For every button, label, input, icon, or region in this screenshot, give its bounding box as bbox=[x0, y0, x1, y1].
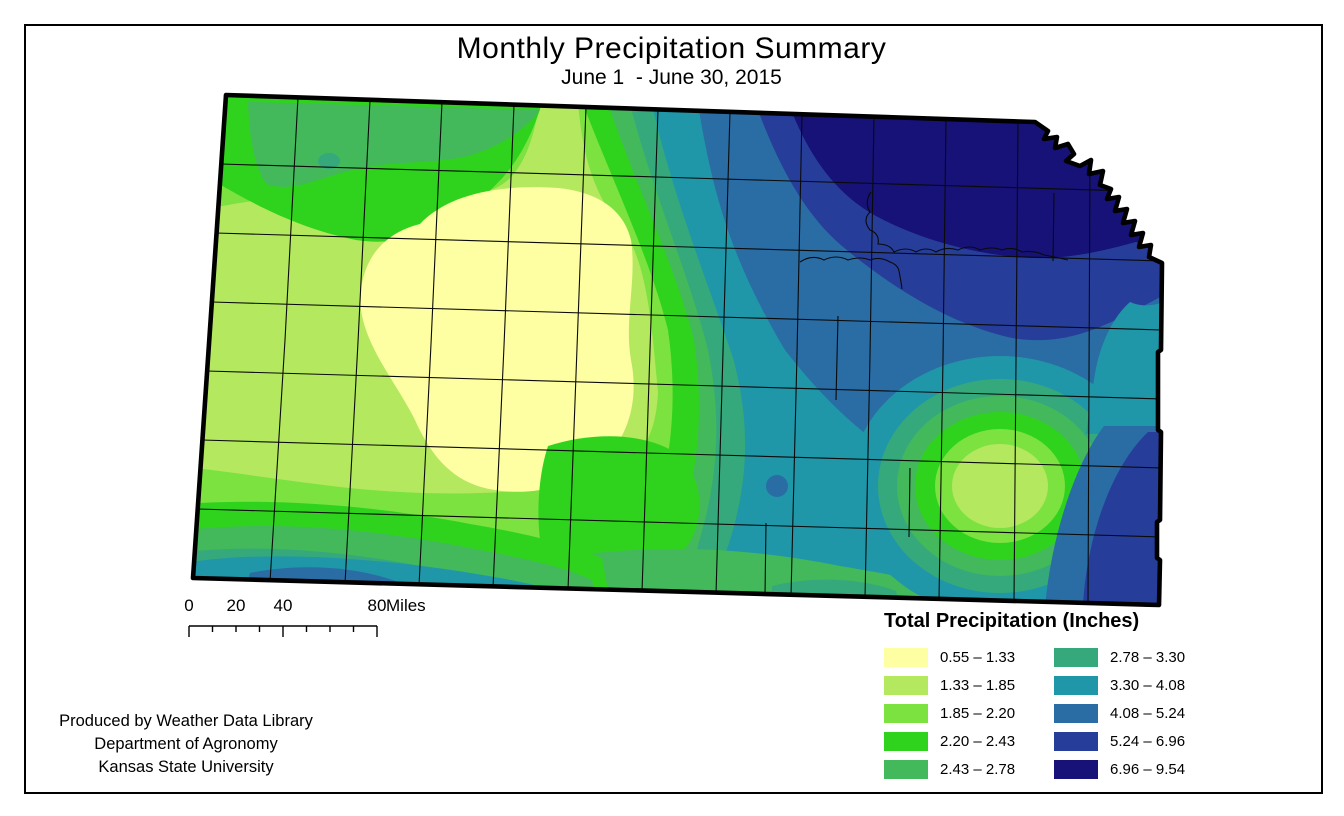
legend-item: 6.96 – 9.54 bbox=[1054, 760, 1204, 779]
map-title: Monthly Precipitation Summary bbox=[456, 32, 887, 65]
legend-range: 1.85 – 2.20 bbox=[940, 705, 1016, 722]
legend-item: 2.78 – 3.30 bbox=[1054, 648, 1204, 667]
credit-line-1: Produced by Weather Data Library bbox=[59, 712, 313, 730]
credit-line-2: Department of Agronomy bbox=[94, 735, 278, 753]
credit-line-3: Kansas State University bbox=[98, 758, 274, 776]
precipitation-contours bbox=[193, 95, 1162, 605]
legend-range: 1.33 – 1.85 bbox=[940, 677, 1016, 694]
legend-range: 3.30 – 4.08 bbox=[1110, 677, 1186, 694]
legend-title: Total Precipitation (Inches) bbox=[884, 610, 1140, 632]
legend-swatch bbox=[1054, 648, 1098, 667]
legend-swatch bbox=[1054, 732, 1098, 751]
scalebar: 0 20 40 80 Miles bbox=[184, 596, 426, 637]
scalebar-label-40: 40 bbox=[274, 596, 293, 615]
scalebar-ticks bbox=[188, 625, 378, 637]
legend-item: 4.08 – 5.24 bbox=[1054, 704, 1204, 723]
legend-range: 5.24 – 6.96 bbox=[1110, 733, 1186, 750]
legend-range: 2.78 – 3.30 bbox=[1110, 649, 1186, 666]
river-boundary bbox=[865, 191, 1069, 261]
legend-swatch bbox=[884, 704, 928, 723]
legend-swatch bbox=[1054, 676, 1098, 695]
legend-item: 2.20 – 2.43 bbox=[884, 732, 1034, 751]
legend-item: 1.33 – 1.85 bbox=[884, 676, 1034, 695]
legend-item: 2.43 – 2.78 bbox=[884, 760, 1034, 779]
legend-range: 2.43 – 2.78 bbox=[940, 761, 1016, 778]
legend-item: 0.55 – 1.33 bbox=[884, 648, 1034, 667]
scalebar-unit: Miles bbox=[386, 596, 426, 615]
map-subtitle: June 1 - June 30, 2015 bbox=[561, 66, 782, 89]
legend-range: 6.96 – 9.54 bbox=[1110, 761, 1186, 778]
scalebar-label-0: 0 bbox=[184, 596, 193, 615]
legend-swatch bbox=[884, 732, 928, 751]
scalebar-label-20: 20 bbox=[227, 596, 246, 615]
state-outline bbox=[190, 92, 1165, 608]
legend-range: 4.08 – 5.24 bbox=[1110, 705, 1186, 722]
legend-range: 2.20 – 2.43 bbox=[940, 733, 1016, 750]
legend-item: 5.24 – 6.96 bbox=[1054, 732, 1204, 751]
legend-item: 1.85 – 2.20 bbox=[884, 704, 1034, 723]
legend-swatch bbox=[884, 760, 928, 779]
legend-swatch bbox=[1054, 760, 1098, 779]
legend-item: 3.30 – 4.08 bbox=[1054, 676, 1204, 695]
legend-swatch bbox=[1054, 704, 1098, 723]
river-boundary bbox=[799, 256, 903, 290]
map-frame-border bbox=[24, 24, 1323, 794]
credits: Produced by Weather Data Library Departm… bbox=[30, 710, 342, 779]
legend: Total Precipitation (Inches) 0.55 – 1.33… bbox=[882, 610, 1202, 790]
legend-range: 0.55 – 1.33 bbox=[940, 649, 1016, 666]
county-boundaries bbox=[197, 96, 1162, 605]
scalebar-label-80: 80 bbox=[368, 596, 387, 615]
legend-swatch bbox=[884, 676, 928, 695]
legend-swatch bbox=[884, 648, 928, 667]
